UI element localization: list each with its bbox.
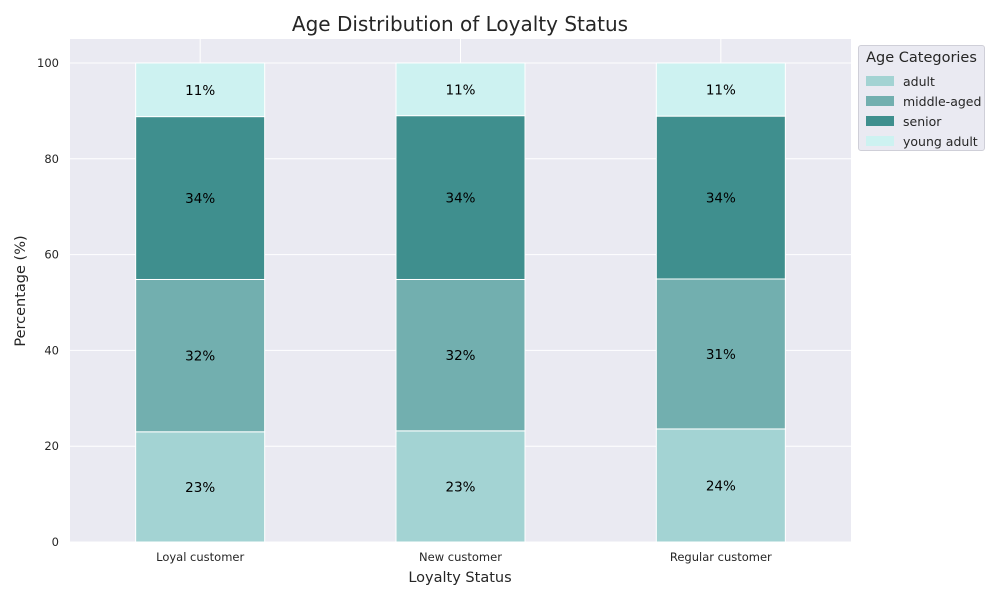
bar-labels: 23% 32% 34% 11% 23% 32% 34% 11% 24% 31% 34% 11%	[185, 82, 736, 496]
bar-senior	[655, 115, 786, 280]
y-tick-label: 40	[44, 343, 59, 357]
bar-adult	[135, 431, 266, 543]
x-tick-label: New customer	[419, 550, 502, 564]
data-label-adult: 23%	[445, 479, 475, 495]
y-tick-label: 80	[44, 152, 59, 166]
data-label-young-adult: 11%	[706, 83, 736, 99]
legend-swatch-adult	[866, 76, 894, 86]
legend-label-adult: adult	[903, 73, 935, 89]
bar-middle-aged	[655, 278, 786, 430]
bars	[135, 62, 786, 543]
legend-label-young-adult: young adult	[903, 133, 978, 149]
data-label-middle-aged: 32%	[445, 348, 475, 364]
legend-label-senior: senior	[903, 113, 942, 129]
bar-adult	[395, 430, 526, 543]
legend-label-middle-aged: middle-aged	[903, 93, 982, 109]
legend-item-middle-aged: middle-aged	[866, 93, 982, 109]
bar-young-adult	[655, 62, 786, 117]
legend-swatch-young-adult	[866, 136, 894, 146]
x-axis-label: Loyalty Status	[408, 570, 511, 586]
data-label-middle-aged: 31%	[706, 347, 736, 363]
legend-item-adult: adult	[866, 73, 935, 89]
data-label-adult: 24%	[706, 478, 736, 494]
y-tick-label: 0	[52, 535, 59, 549]
data-label-senior: 34%	[445, 191, 475, 207]
x-tick-labels: Loyal customer New customer Regular custom…	[156, 550, 772, 564]
y-tick-label: 20	[44, 439, 59, 453]
bar-middle-aged	[395, 278, 526, 432]
data-label-young-adult: 11%	[185, 83, 215, 99]
bar-senior	[395, 115, 526, 280]
legend-title: Age Categories	[866, 50, 977, 66]
data-label-senior: 34%	[185, 191, 215, 207]
y-axis-label: Percentage (%)	[13, 235, 29, 346]
legend-item-senior: senior	[866, 113, 942, 129]
y-tick-label: 100	[37, 56, 59, 70]
x-tick-label: Regular customer	[670, 550, 772, 564]
data-label-adult: 23%	[185, 480, 215, 496]
legend-swatch-senior	[866, 116, 894, 126]
data-label-middle-aged: 32%	[185, 349, 215, 365]
bar-middle-aged	[135, 278, 266, 433]
x-tick-label: Loyal customer	[156, 550, 244, 564]
data-label-young-adult: 11%	[445, 82, 475, 98]
legend-swatch-middle-aged	[866, 96, 894, 106]
y-tick-label: 60	[44, 248, 59, 262]
bar-young-adult	[135, 62, 266, 118]
chart-title: Age Distribution of Loyalty Status	[292, 12, 628, 36]
legend-item-young-adult: young adult	[866, 133, 978, 149]
legend: Age Categories adult middle-aged senior …	[858, 45, 985, 151]
y-tick-labels: 0 20 40 60 80 100	[37, 56, 59, 549]
bar-young-adult	[395, 62, 526, 117]
data-label-senior: 34%	[706, 191, 736, 207]
